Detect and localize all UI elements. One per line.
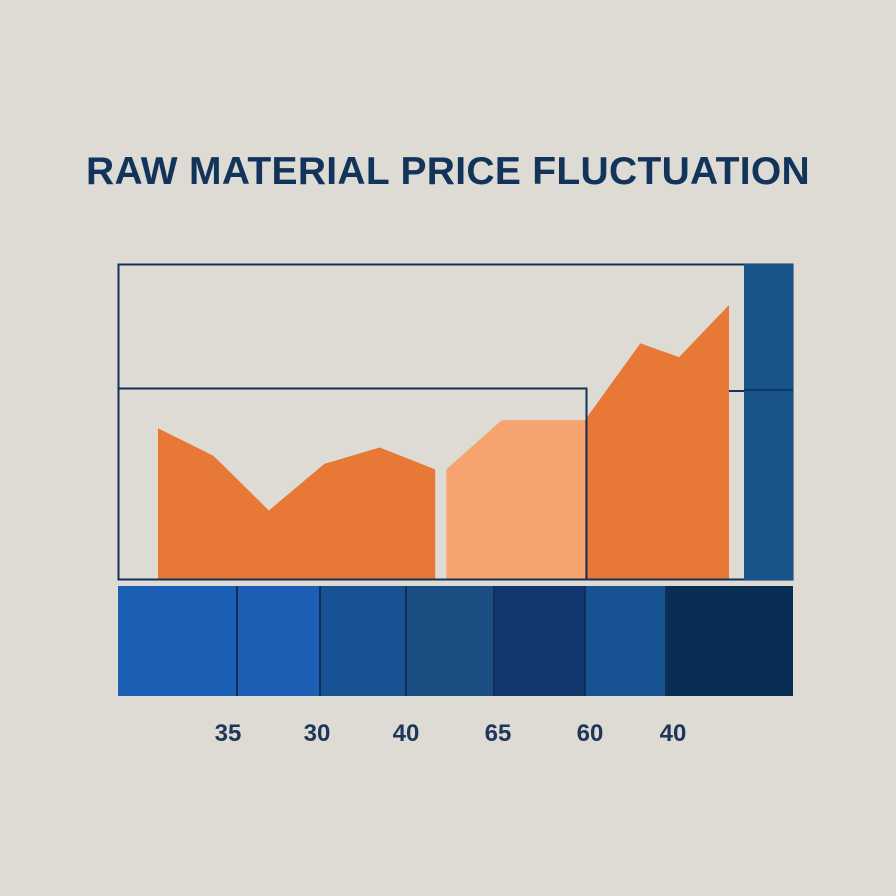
- band-segment-4: [406, 586, 494, 696]
- band-segment-1: [118, 586, 237, 696]
- band-segment-6: [585, 586, 666, 696]
- x-tick-label: 40: [660, 720, 687, 747]
- chart-title: RAW MATERIAL PRICE FLUCTUATION: [86, 150, 810, 193]
- area-series-3: [584, 305, 729, 579]
- x-tick-label: 35: [215, 720, 242, 747]
- band-segment-2: [237, 586, 320, 696]
- x-tick-label: 40: [393, 720, 420, 747]
- x-tick-label: 30: [304, 720, 331, 747]
- x-tick-label: 60: [577, 720, 604, 747]
- band-segment-5: [494, 586, 585, 696]
- side-bar: [744, 264, 793, 580]
- inner-frame: [117, 387, 588, 581]
- band-segment-3: [320, 586, 406, 696]
- area-series-2: [446, 420, 585, 579]
- band-segment-7: [666, 586, 793, 696]
- x-tick-label: 65: [485, 720, 512, 747]
- area-series-1: [158, 428, 436, 579]
